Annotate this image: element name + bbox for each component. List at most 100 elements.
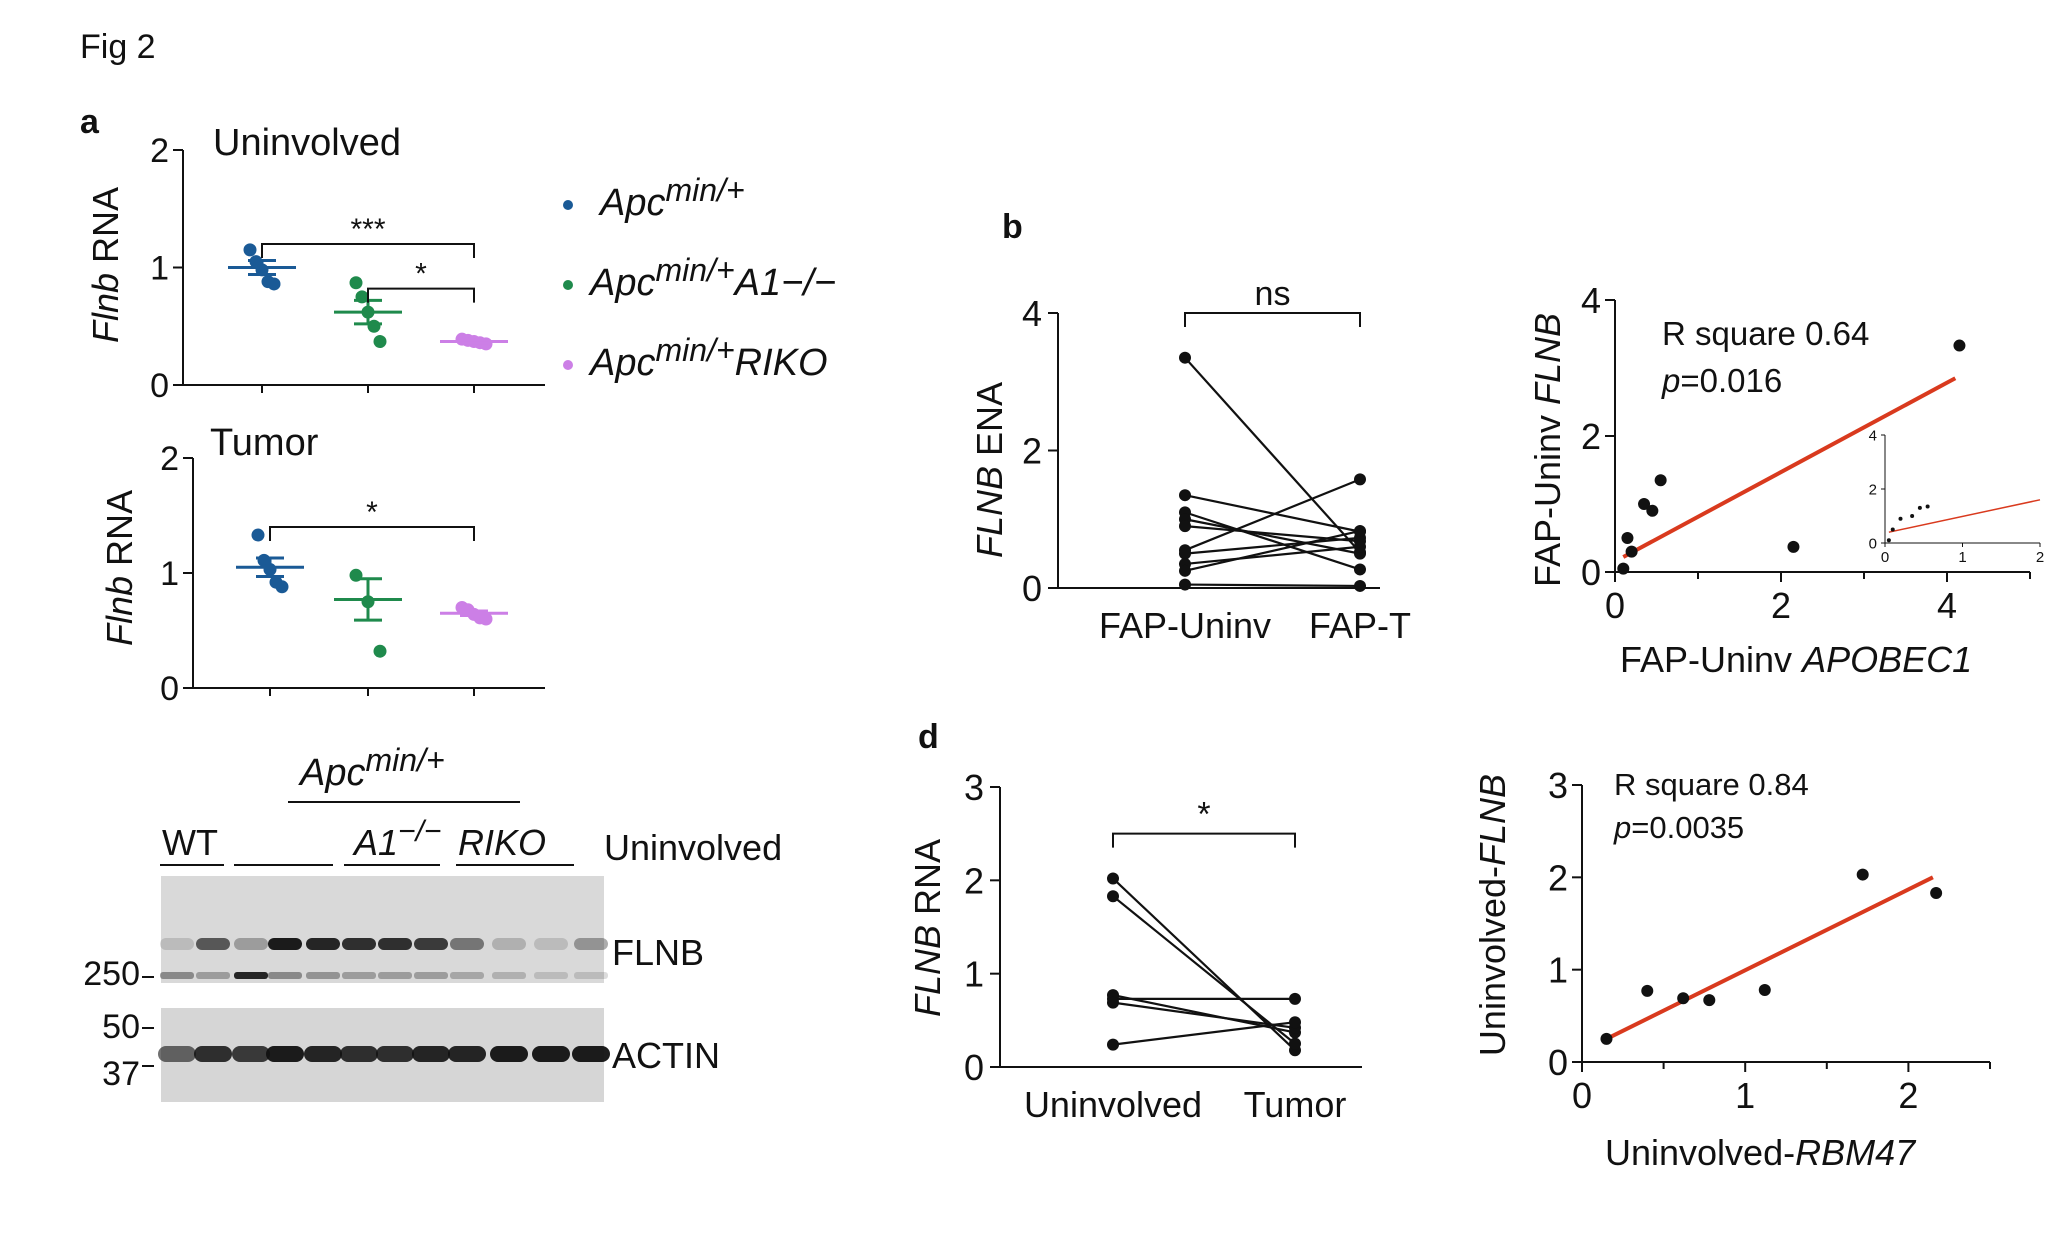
data-point	[1617, 562, 1630, 575]
data-point	[1354, 540, 1366, 553]
data-point	[1354, 473, 1366, 486]
data-point	[1354, 563, 1366, 576]
data-point	[1917, 505, 1922, 510]
significance-label: ***	[350, 213, 385, 246]
data-point	[251, 528, 265, 542]
legend-label-apc-a1: Apcmin/+A1−/−	[588, 252, 836, 304]
significance-bracket	[367, 287, 475, 303]
blot-marker-250: 250	[83, 955, 140, 993]
y-tick-label: 0	[150, 367, 169, 405]
y-tick-label: 2	[160, 440, 179, 478]
chart-a-uninvolved: Uninvolved Flnb RNA 012****	[85, 122, 545, 405]
data-point	[1703, 994, 1716, 1007]
annotation-p-value-d: p=0.0035	[1613, 810, 1744, 845]
y-tick-label: 2	[1548, 857, 1568, 898]
chart-a-tumor: Tumor Flnb RNA 0 1 2 *	[99, 422, 545, 708]
legend: Apcmin/+ Apcmin/+A1−/− Apcmin/+RIKO	[563, 172, 836, 384]
data-point	[243, 243, 257, 257]
significance-label: *	[366, 496, 378, 529]
y-tick-label: 4	[1869, 427, 1877, 444]
blot-condition-label: Uninvolved	[604, 827, 782, 868]
blot-band-actin	[412, 1046, 450, 1062]
blot-band-flnb	[306, 938, 340, 950]
y-axis-label-b-scatter: FAP-Uninv FLNB	[1527, 313, 1568, 587]
legend-marker-apc-riko	[563, 360, 573, 370]
data-point	[1898, 516, 1903, 521]
data-point	[1107, 1038, 1119, 1051]
y-tick-label: 4	[1022, 293, 1042, 334]
data-point	[1758, 983, 1771, 996]
x-tick-label: 4	[1937, 585, 1957, 626]
significance-bracket	[261, 243, 475, 258]
inset-chart: 0 2 4 0 1 2	[1869, 427, 2045, 566]
data-point	[1179, 547, 1191, 560]
data-point	[373, 335, 387, 349]
y-tick-label: 0	[1022, 568, 1042, 609]
x-tick-label: Uninvolved	[1024, 1084, 1202, 1125]
blot-band-actin	[194, 1046, 232, 1062]
x-tick-label: 0	[1572, 1075, 1592, 1116]
data-point	[1289, 1037, 1301, 1050]
legend-entry-apc-riko: Apcmin/+RIKO	[563, 332, 828, 384]
data-point	[1600, 1032, 1613, 1045]
legend-entry-apc-a1: Apcmin/+A1−/−	[563, 252, 836, 304]
y-tick-label: 4	[1581, 280, 1601, 321]
y-tick-label: 1	[1548, 950, 1568, 991]
data-point	[1654, 474, 1667, 487]
x-tick-label: 2	[1898, 1075, 1918, 1116]
data-point	[1677, 992, 1690, 1005]
blot-band-lower	[342, 972, 376, 979]
legend-entry-apc: Apcmin/+	[563, 172, 745, 224]
panel-label-d: d	[918, 718, 939, 756]
pair-line	[1184, 511, 1361, 571]
blot-band-flnb	[450, 938, 484, 950]
y-tick-label: 3	[964, 767, 984, 808]
data-point	[349, 276, 363, 290]
data-point	[1289, 1016, 1301, 1029]
y-tick-label: 0	[1581, 552, 1601, 593]
y-tick-label: 1	[150, 250, 169, 288]
pair-line	[1184, 545, 1361, 566]
y-tick-label: 0	[1869, 535, 1877, 552]
blot-membrane-flnb	[161, 876, 604, 983]
y-axis-label-d-paired: FLNB RNA	[907, 839, 948, 1017]
y-axis-label-b-paired: FLNB ENA	[969, 382, 1010, 558]
y-tick-label: 0	[964, 1047, 984, 1088]
blot-band-actin	[490, 1046, 528, 1062]
data-point	[1107, 996, 1119, 1009]
chart-title-uninvolved: Uninvolved	[213, 122, 401, 164]
pair-line	[1112, 895, 1296, 1045]
blot-band-actin	[266, 1046, 304, 1062]
pair-line	[1184, 356, 1361, 553]
y-tick-label: 2	[150, 132, 169, 170]
blot-band-actin	[304, 1046, 342, 1062]
legend-marker-apc-a1	[563, 280, 573, 290]
y-tick-label: 3	[1548, 765, 1568, 806]
pair-line	[1184, 583, 1361, 588]
blot-band-lower	[234, 972, 268, 979]
blot-band-lower	[492, 972, 526, 979]
significance-label: *	[1197, 796, 1210, 834]
data-point	[1179, 578, 1191, 591]
blot-band-lower	[378, 972, 412, 979]
regression-line	[1605, 875, 1934, 1041]
blot-band-lower	[450, 972, 484, 979]
data-point	[275, 580, 289, 594]
data-point	[1646, 504, 1659, 517]
y-tick-label: 2	[1022, 431, 1042, 472]
x-tick-label: 1	[1958, 549, 1966, 566]
x-tick-label: FAP-T	[1309, 605, 1411, 646]
y-tick-label: 1	[964, 954, 984, 995]
data-point	[1621, 532, 1634, 544]
blot-band-flnb	[574, 938, 608, 950]
data-point	[1787, 540, 1800, 553]
pair-line	[1184, 478, 1361, 552]
significance-bracket	[1112, 832, 1296, 848]
pair-line	[1184, 525, 1361, 543]
blot-band-flnb	[342, 938, 376, 950]
x-tick-label: 1	[1735, 1075, 1755, 1116]
chart-b-paired: FLNB ENA 0 2 4 FAP-Uninv FAP-T ns	[969, 275, 1411, 646]
blot-band-actin	[340, 1046, 378, 1062]
significance-label: ns	[1255, 275, 1291, 313]
x-axis-label-b-scatter: FAP-Uninv APOBEC1	[1620, 639, 1972, 680]
